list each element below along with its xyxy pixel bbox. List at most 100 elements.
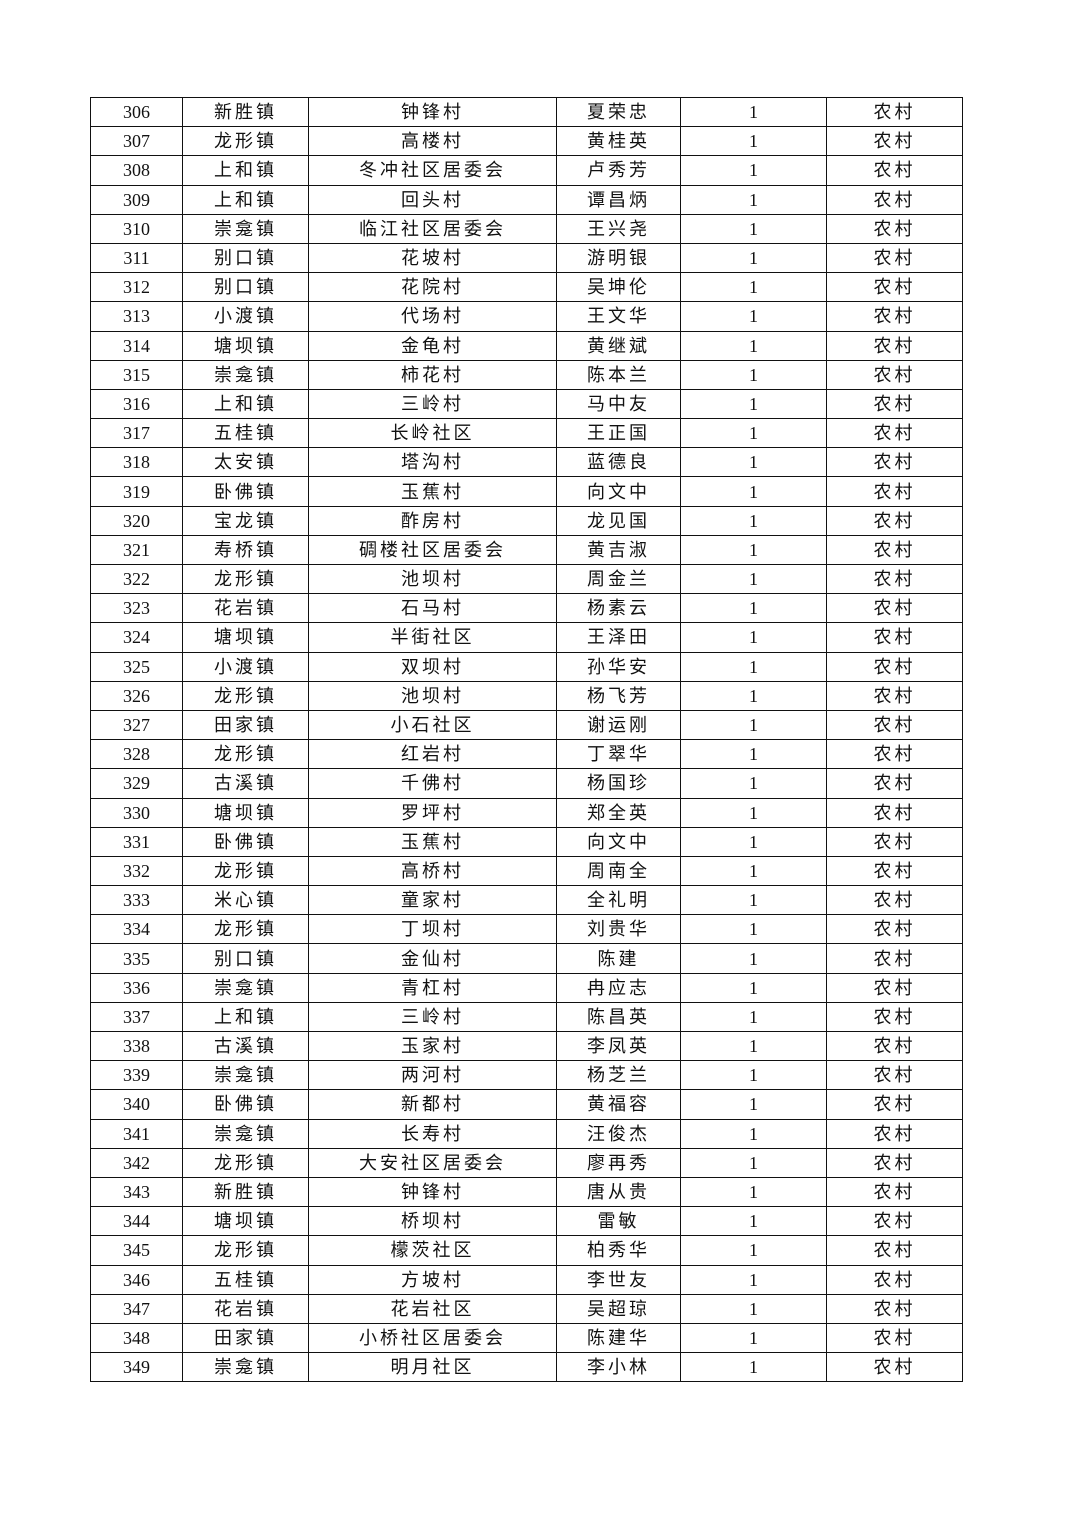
table-row: 310 崇龛镇 临江社区居委会 王兴尧 1 农村	[90, 213, 963, 244]
area-type-cell: 农村	[826, 885, 963, 916]
person-name-cell: 王正国	[556, 418, 681, 449]
area-type-cell: 农村	[826, 447, 963, 478]
row-number-cell: 342	[90, 1147, 183, 1178]
person-name-cell: 陈昌英	[556, 1001, 681, 1033]
person-name-cell: 李世友	[556, 1264, 681, 1295]
village-cell: 长寿村	[308, 1118, 557, 1149]
town-cell: 龙形镇	[182, 739, 309, 770]
count-cell: 1	[680, 972, 827, 1003]
table-row: 316 上和镇 三岭村 马中友 1 农村	[90, 388, 963, 420]
count-cell: 1	[680, 447, 827, 478]
person-name-cell: 陈本兰	[556, 359, 681, 390]
table-row: 346 五桂镇 方坡村 李世友 1 农村	[90, 1264, 963, 1295]
village-cell: 花岩社区	[308, 1293, 557, 1324]
person-name-cell: 谭昌炳	[556, 184, 681, 215]
table-row: 332 龙形镇 高桥村 周南全 1 农村	[90, 855, 963, 887]
count-cell: 1	[680, 213, 827, 244]
row-number-cell: 311	[90, 242, 183, 274]
village-cell: 三岭村	[308, 1001, 557, 1033]
town-cell: 塘坝镇	[182, 1206, 309, 1237]
area-type-cell: 农村	[826, 1206, 963, 1237]
person-name-cell: 吴超琼	[556, 1293, 681, 1324]
row-number-cell: 309	[90, 184, 183, 215]
row-number-cell: 336	[90, 972, 183, 1003]
table-row: 326 龙形镇 池坝村 杨飞芳 1 农村	[90, 680, 963, 711]
person-name-cell: 柏秀华	[556, 1235, 681, 1266]
person-name-cell: 黄继斌	[556, 330, 681, 361]
count-cell: 1	[680, 1206, 827, 1237]
count-cell: 1	[680, 1176, 827, 1208]
table-row: 320 宝龙镇 酢房村 龙见国 1 农村	[90, 505, 963, 536]
area-type-cell: 农村	[826, 1001, 963, 1033]
count-cell: 1	[680, 739, 827, 770]
village-cell: 玉家村	[308, 1030, 557, 1062]
area-type-cell: 农村	[826, 1060, 963, 1091]
area-type-cell: 农村	[826, 914, 963, 945]
person-name-cell: 刘贵华	[556, 914, 681, 945]
person-name-cell: 王泽田	[556, 622, 681, 653]
row-number-cell: 332	[90, 855, 183, 887]
table-row: 344 塘坝镇 桥坝村 雷敏 1 农村	[90, 1206, 963, 1237]
person-name-cell: 杨素云	[556, 593, 681, 624]
village-cell: 罗坪村	[308, 797, 557, 828]
town-cell: 小渡镇	[182, 301, 309, 332]
area-type-cell: 农村	[826, 301, 963, 332]
table-row: 336 崇龛镇 青杠村 冉应志 1 农村	[90, 972, 963, 1003]
town-cell: 五桂镇	[182, 1264, 309, 1295]
table-row: 307 龙形镇 高楼村 黄桂英 1 农村	[90, 126, 963, 157]
town-cell: 上和镇	[182, 184, 309, 215]
table-row: 342 龙形镇 大安社区居委会 廖再秀 1 农村	[90, 1147, 963, 1178]
table-row: 341 崇龛镇 长寿村 汪俊杰 1 农村	[90, 1118, 963, 1149]
table-row: 321 寿桥镇 碉楼社区居委会 黄吉淑 1 农村	[90, 534, 963, 566]
row-number-cell: 313	[90, 301, 183, 332]
count-cell: 1	[680, 709, 827, 741]
row-number-cell: 325	[90, 651, 183, 682]
person-name-cell: 李凤英	[556, 1030, 681, 1062]
person-name-cell: 雷敏	[556, 1206, 681, 1237]
town-cell: 龙形镇	[182, 914, 309, 945]
area-type-cell: 农村	[826, 1147, 963, 1178]
town-cell: 花岩镇	[182, 1293, 309, 1324]
row-number-cell: 338	[90, 1030, 183, 1062]
area-type-cell: 农村	[826, 388, 963, 420]
table-row: 318 太安镇 塔沟村 蓝德良 1 农村	[90, 447, 963, 478]
person-name-cell: 卢秀芳	[556, 155, 681, 186]
row-number-cell: 340	[90, 1089, 183, 1120]
area-type-cell: 农村	[826, 1030, 963, 1062]
village-cell: 桥坝村	[308, 1206, 557, 1237]
count-cell: 1	[680, 826, 827, 857]
town-cell: 塘坝镇	[182, 622, 309, 653]
village-cell: 冬冲社区居委会	[308, 155, 557, 186]
person-name-cell: 杨芝兰	[556, 1060, 681, 1091]
table-row: 323 花岩镇 石马村 杨素云 1 农村	[90, 593, 963, 624]
person-name-cell: 黄福容	[556, 1089, 681, 1120]
table-row: 313 小渡镇 代场村 王文华 1 农村	[90, 301, 963, 332]
count-cell: 1	[680, 1060, 827, 1091]
row-number-cell: 331	[90, 826, 183, 857]
table-row: 333 米心镇 童家村 全礼明 1 农村	[90, 885, 963, 916]
roster-table: 306 新胜镇 钟锋村 夏荣忠 1 农村 307 龙形镇 高楼村 黄桂英 1 农村 308 上和镇 冬冲社区…	[90, 96, 963, 1383]
row-number-cell: 317	[90, 418, 183, 449]
row-number-cell: 315	[90, 359, 183, 390]
village-cell: 童家村	[308, 885, 557, 916]
village-cell: 池坝村	[308, 680, 557, 711]
count-cell: 1	[680, 301, 827, 332]
count-cell: 1	[680, 768, 827, 799]
count-cell: 1	[680, 1147, 827, 1178]
area-type-cell: 农村	[826, 680, 963, 711]
town-cell: 崇龛镇	[182, 1118, 309, 1149]
count-cell: 1	[680, 855, 827, 887]
person-name-cell: 唐从贵	[556, 1176, 681, 1208]
table-row: 337 上和镇 三岭村 陈昌英 1 农村	[90, 1001, 963, 1033]
count-cell: 1	[680, 593, 827, 624]
table-row: 328 龙形镇 红岩村 丁翠华 1 农村	[90, 739, 963, 770]
count-cell: 1	[680, 622, 827, 653]
row-number-cell: 348	[90, 1322, 183, 1354]
table-row: 331 卧佛镇 玉蕉村 向文中 1 农村	[90, 826, 963, 857]
count-cell: 1	[680, 914, 827, 945]
area-type-cell: 农村	[826, 1089, 963, 1120]
count-cell: 1	[680, 563, 827, 595]
person-name-cell: 向文中	[556, 826, 681, 857]
village-cell: 明月社区	[308, 1352, 557, 1383]
village-cell: 钟锋村	[308, 1176, 557, 1208]
